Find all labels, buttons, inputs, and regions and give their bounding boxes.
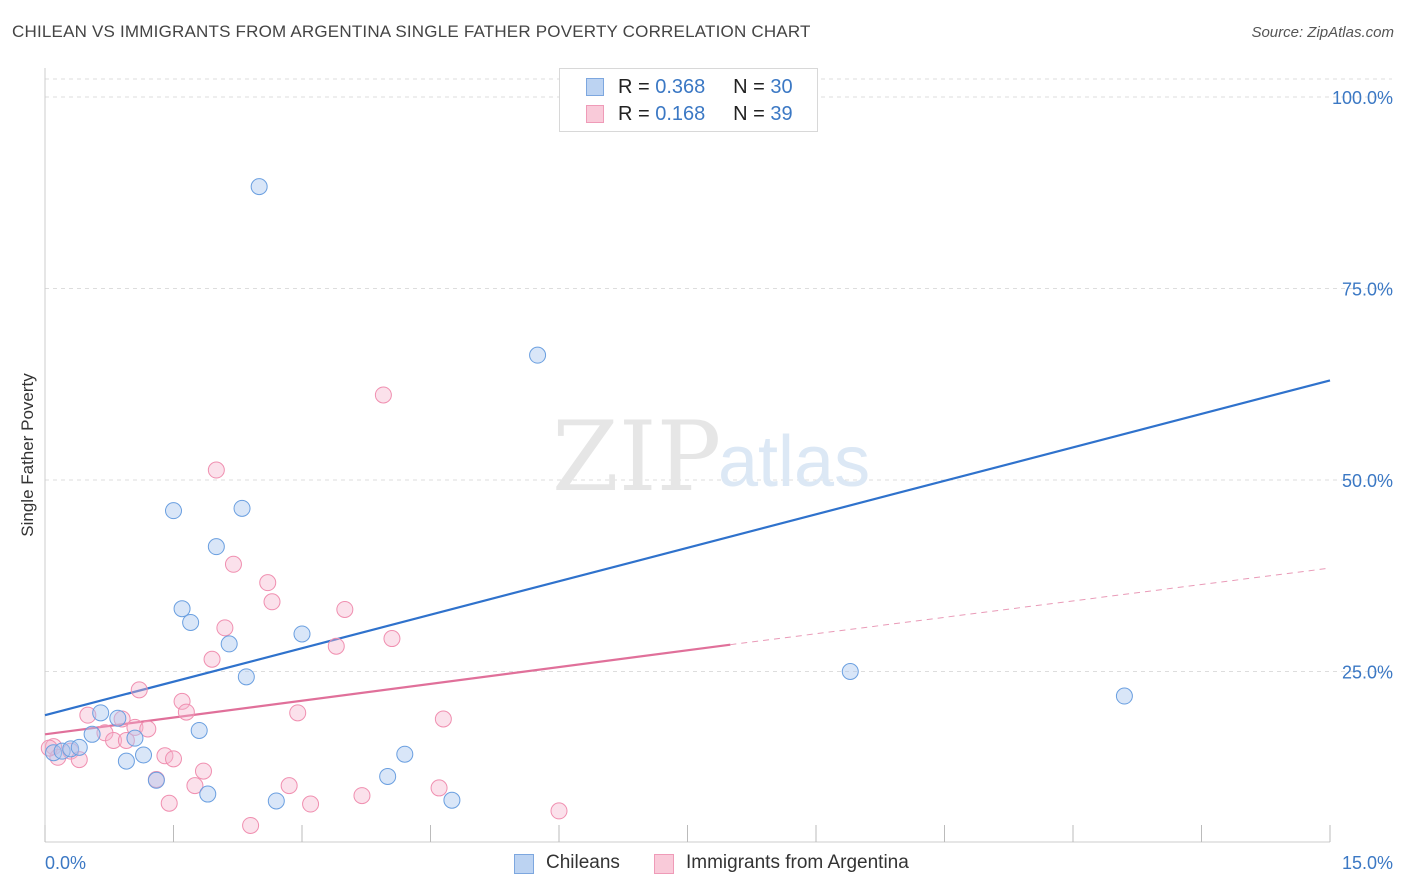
n-value: 39 <box>770 103 793 125</box>
argentina-point <box>242 816 260 834</box>
legend-swatch-argentina <box>586 105 604 123</box>
x-tick-label: 0.0% <box>45 853 86 873</box>
n-label: N = <box>733 103 765 125</box>
argentina-point <box>550 802 568 820</box>
chileans-point <box>396 745 414 763</box>
chileans-point <box>135 746 153 764</box>
argentina-trend-line <box>44 643 731 736</box>
argentina-point <box>165 750 182 768</box>
y-tick-label: 25.0% <box>1342 663 1393 683</box>
legend-swatch-chileans <box>514 854 534 874</box>
chileans-trend-line <box>44 379 1331 717</box>
y-tick-label: 75.0% <box>1342 280 1393 300</box>
n-label: N = <box>733 76 765 98</box>
chileans-point <box>529 346 547 364</box>
argentina-point <box>186 777 204 795</box>
legend-swatch-argentina <box>654 854 674 874</box>
argentina-point <box>173 692 191 710</box>
x-tick-label: 15.0% <box>1342 853 1393 873</box>
y-axis-label: Single Father Poverty <box>18 373 37 537</box>
chileans-point <box>841 663 859 680</box>
argentina-point <box>216 619 234 637</box>
legend-swatch-chileans <box>586 78 604 96</box>
chileans-point <box>220 635 238 653</box>
watermark-zip: ZIP <box>552 401 721 513</box>
source-label: Source: ZipAtlas.com <box>1251 24 1394 41</box>
y-tick-label: 100.0% <box>1332 88 1393 108</box>
chileans-point <box>207 538 225 556</box>
r-label: R = <box>618 76 650 98</box>
data-points <box>40 88 1133 834</box>
chileans-point <box>70 738 88 756</box>
chileans-point <box>379 767 397 785</box>
argentina-point <box>353 787 371 805</box>
chileans-point <box>443 791 461 809</box>
chileans-point <box>267 792 285 810</box>
r-label: R = <box>618 103 650 125</box>
argentina-point <box>177 703 195 721</box>
argentina-point <box>259 574 277 592</box>
chileans-point <box>117 752 135 770</box>
argentina-point <box>336 600 354 618</box>
argentina-point <box>203 650 221 668</box>
legend-label-argentina: Immigrants from Argentina <box>686 852 909 873</box>
chileans-point <box>173 600 191 618</box>
chileans-point <box>126 729 144 747</box>
argentina-point <box>383 630 401 648</box>
watermark-atlas: atlas <box>718 422 870 502</box>
chileans-point <box>199 785 217 803</box>
chileans-point <box>62 740 80 758</box>
argentina-trend-extrapolated <box>730 567 1331 646</box>
argentina-point <box>139 720 157 738</box>
argentina-point <box>289 704 307 722</box>
n-value: 30 <box>770 76 793 98</box>
legend-label-chileans: Chileans <box>546 852 620 873</box>
chileans-point <box>92 704 110 722</box>
chileans-point <box>190 721 208 739</box>
argentina-point <box>434 710 452 728</box>
chileans-point <box>83 725 101 743</box>
chileans-point <box>165 502 182 520</box>
r-value: 0.368 <box>655 76 706 98</box>
argentina-point <box>327 637 345 655</box>
argentina-point <box>430 779 448 797</box>
tick-labels: 100.0% 75.0% 50.0% 25.0% 0.0% 15.0% <box>45 88 1393 873</box>
argentina-point <box>302 795 320 813</box>
trend-lines <box>44 379 1331 736</box>
argentina-point <box>280 777 298 795</box>
chileans-point <box>109 709 127 727</box>
chileans-point <box>233 499 251 517</box>
chileans-point <box>237 668 255 686</box>
chart-title: CHILEAN VS IMMIGRANTS FROM ARGENTINA SIN… <box>12 22 811 41</box>
argentina-point <box>79 706 97 724</box>
chileans-point <box>293 625 311 643</box>
argentina-point <box>374 386 392 404</box>
axes <box>44 68 1331 843</box>
chileans-point <box>250 178 268 196</box>
argentina-point <box>130 681 148 699</box>
argentina-point <box>194 762 212 780</box>
chileans-point <box>182 613 200 631</box>
chileans-point <box>45 744 63 762</box>
r-value: 0.168 <box>655 103 706 125</box>
chileans-point <box>1115 687 1133 705</box>
argentina-point <box>224 555 242 573</box>
argentina-point <box>160 794 178 812</box>
y-tick-label: 50.0% <box>1342 471 1393 491</box>
argentina-point <box>263 593 281 611</box>
correlation-legend: R = 0.368 N = 30 R = 0.168 N = 39 <box>559 68 818 132</box>
chileans-point <box>147 771 165 789</box>
argentina-point <box>207 461 225 479</box>
grid-lines <box>45 78 1392 672</box>
argentina-point <box>105 731 123 749</box>
